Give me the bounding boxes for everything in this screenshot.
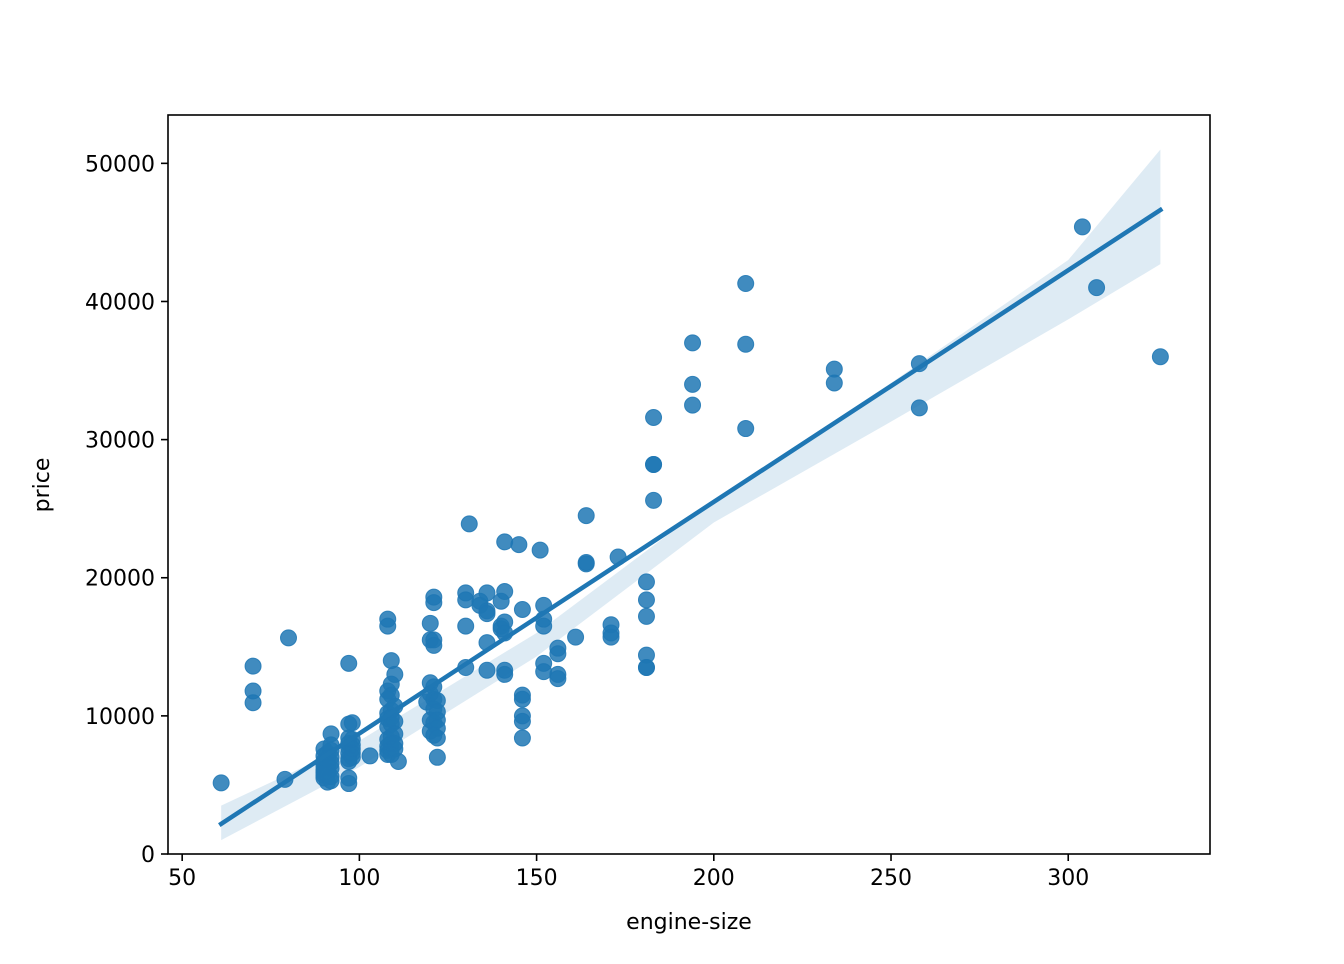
- data-point: [478, 605, 496, 623]
- data-point: [645, 455, 663, 473]
- data-point: [513, 729, 531, 747]
- y-tick-label: 50000: [85, 152, 155, 177]
- data-point: [340, 775, 358, 793]
- data-point: [549, 670, 567, 688]
- data-point: [684, 396, 702, 414]
- data-point: [684, 334, 702, 352]
- data-point: [421, 614, 439, 632]
- confidence-band-layer: [221, 149, 1161, 841]
- data-point: [212, 774, 230, 792]
- x-axis-ticks: 50 100 150 200 250 300: [168, 854, 1089, 891]
- y-axis-label: price: [30, 458, 55, 513]
- x-axis-label: engine-size: [626, 910, 752, 935]
- regression-line-layer: [218, 206, 1164, 827]
- data-point: [535, 617, 553, 635]
- x-tick-label: 300: [1047, 866, 1089, 891]
- data-point: [637, 573, 655, 591]
- y-tick-label: 40000: [85, 290, 155, 315]
- plot-area-frame: [167, 114, 1211, 855]
- data-point: [460, 515, 478, 533]
- data-point: [513, 690, 531, 708]
- data-point: [425, 636, 443, 654]
- x-tick-label: 50: [168, 866, 196, 891]
- data-point: [510, 536, 528, 554]
- data-point: [1073, 218, 1091, 236]
- data-point: [737, 335, 755, 353]
- data-point: [428, 748, 446, 766]
- data-point: [535, 663, 553, 681]
- data-point: [645, 491, 663, 509]
- x-tick-label: 200: [693, 866, 735, 891]
- data-points-layer: [212, 218, 1169, 793]
- data-point: [322, 772, 340, 790]
- data-point: [567, 628, 585, 646]
- data-point: [513, 601, 531, 619]
- data-point: [737, 275, 755, 293]
- data-point: [244, 657, 262, 675]
- data-point: [386, 665, 404, 683]
- data-point: [496, 665, 514, 683]
- x-tick-label: 250: [870, 866, 912, 891]
- data-point: [825, 374, 843, 392]
- data-point: [280, 629, 298, 647]
- data-point: [343, 714, 361, 732]
- data-point: [496, 583, 514, 601]
- data-point: [457, 617, 475, 635]
- confidence-band: [221, 149, 1161, 841]
- data-point: [737, 420, 755, 438]
- data-point: [457, 591, 475, 609]
- y-tick-label: 0: [141, 843, 155, 868]
- x-tick-label: 150: [516, 866, 558, 891]
- data-point: [637, 607, 655, 625]
- y-tick-label: 10000: [85, 705, 155, 730]
- data-point: [389, 752, 407, 770]
- data-point: [496, 533, 514, 551]
- data-point: [577, 507, 595, 525]
- data-point: [425, 594, 443, 612]
- data-point: [478, 661, 496, 679]
- data-point: [910, 399, 928, 417]
- data-point: [361, 747, 379, 765]
- data-point: [577, 555, 595, 573]
- data-point: [244, 694, 262, 712]
- y-axis-ticks: 0 10000 20000 30000 40000 50000: [85, 152, 168, 868]
- data-point: [684, 375, 702, 393]
- x-tick-label: 100: [338, 866, 380, 891]
- data-point: [645, 409, 663, 427]
- data-point: [1088, 279, 1106, 297]
- data-point: [531, 541, 549, 559]
- regression-line: [218, 206, 1164, 827]
- data-point: [340, 654, 358, 672]
- data-point: [343, 748, 361, 766]
- data-point: [602, 628, 620, 646]
- y-tick-label: 30000: [85, 429, 155, 454]
- data-point: [379, 617, 397, 635]
- data-point: [637, 591, 655, 609]
- data-point: [549, 645, 567, 663]
- data-point: [637, 659, 655, 677]
- data-point: [1151, 348, 1169, 366]
- data-point: [428, 729, 446, 747]
- data-point: [513, 712, 531, 730]
- data-point: [478, 584, 496, 602]
- y-tick-label: 20000: [85, 567, 155, 592]
